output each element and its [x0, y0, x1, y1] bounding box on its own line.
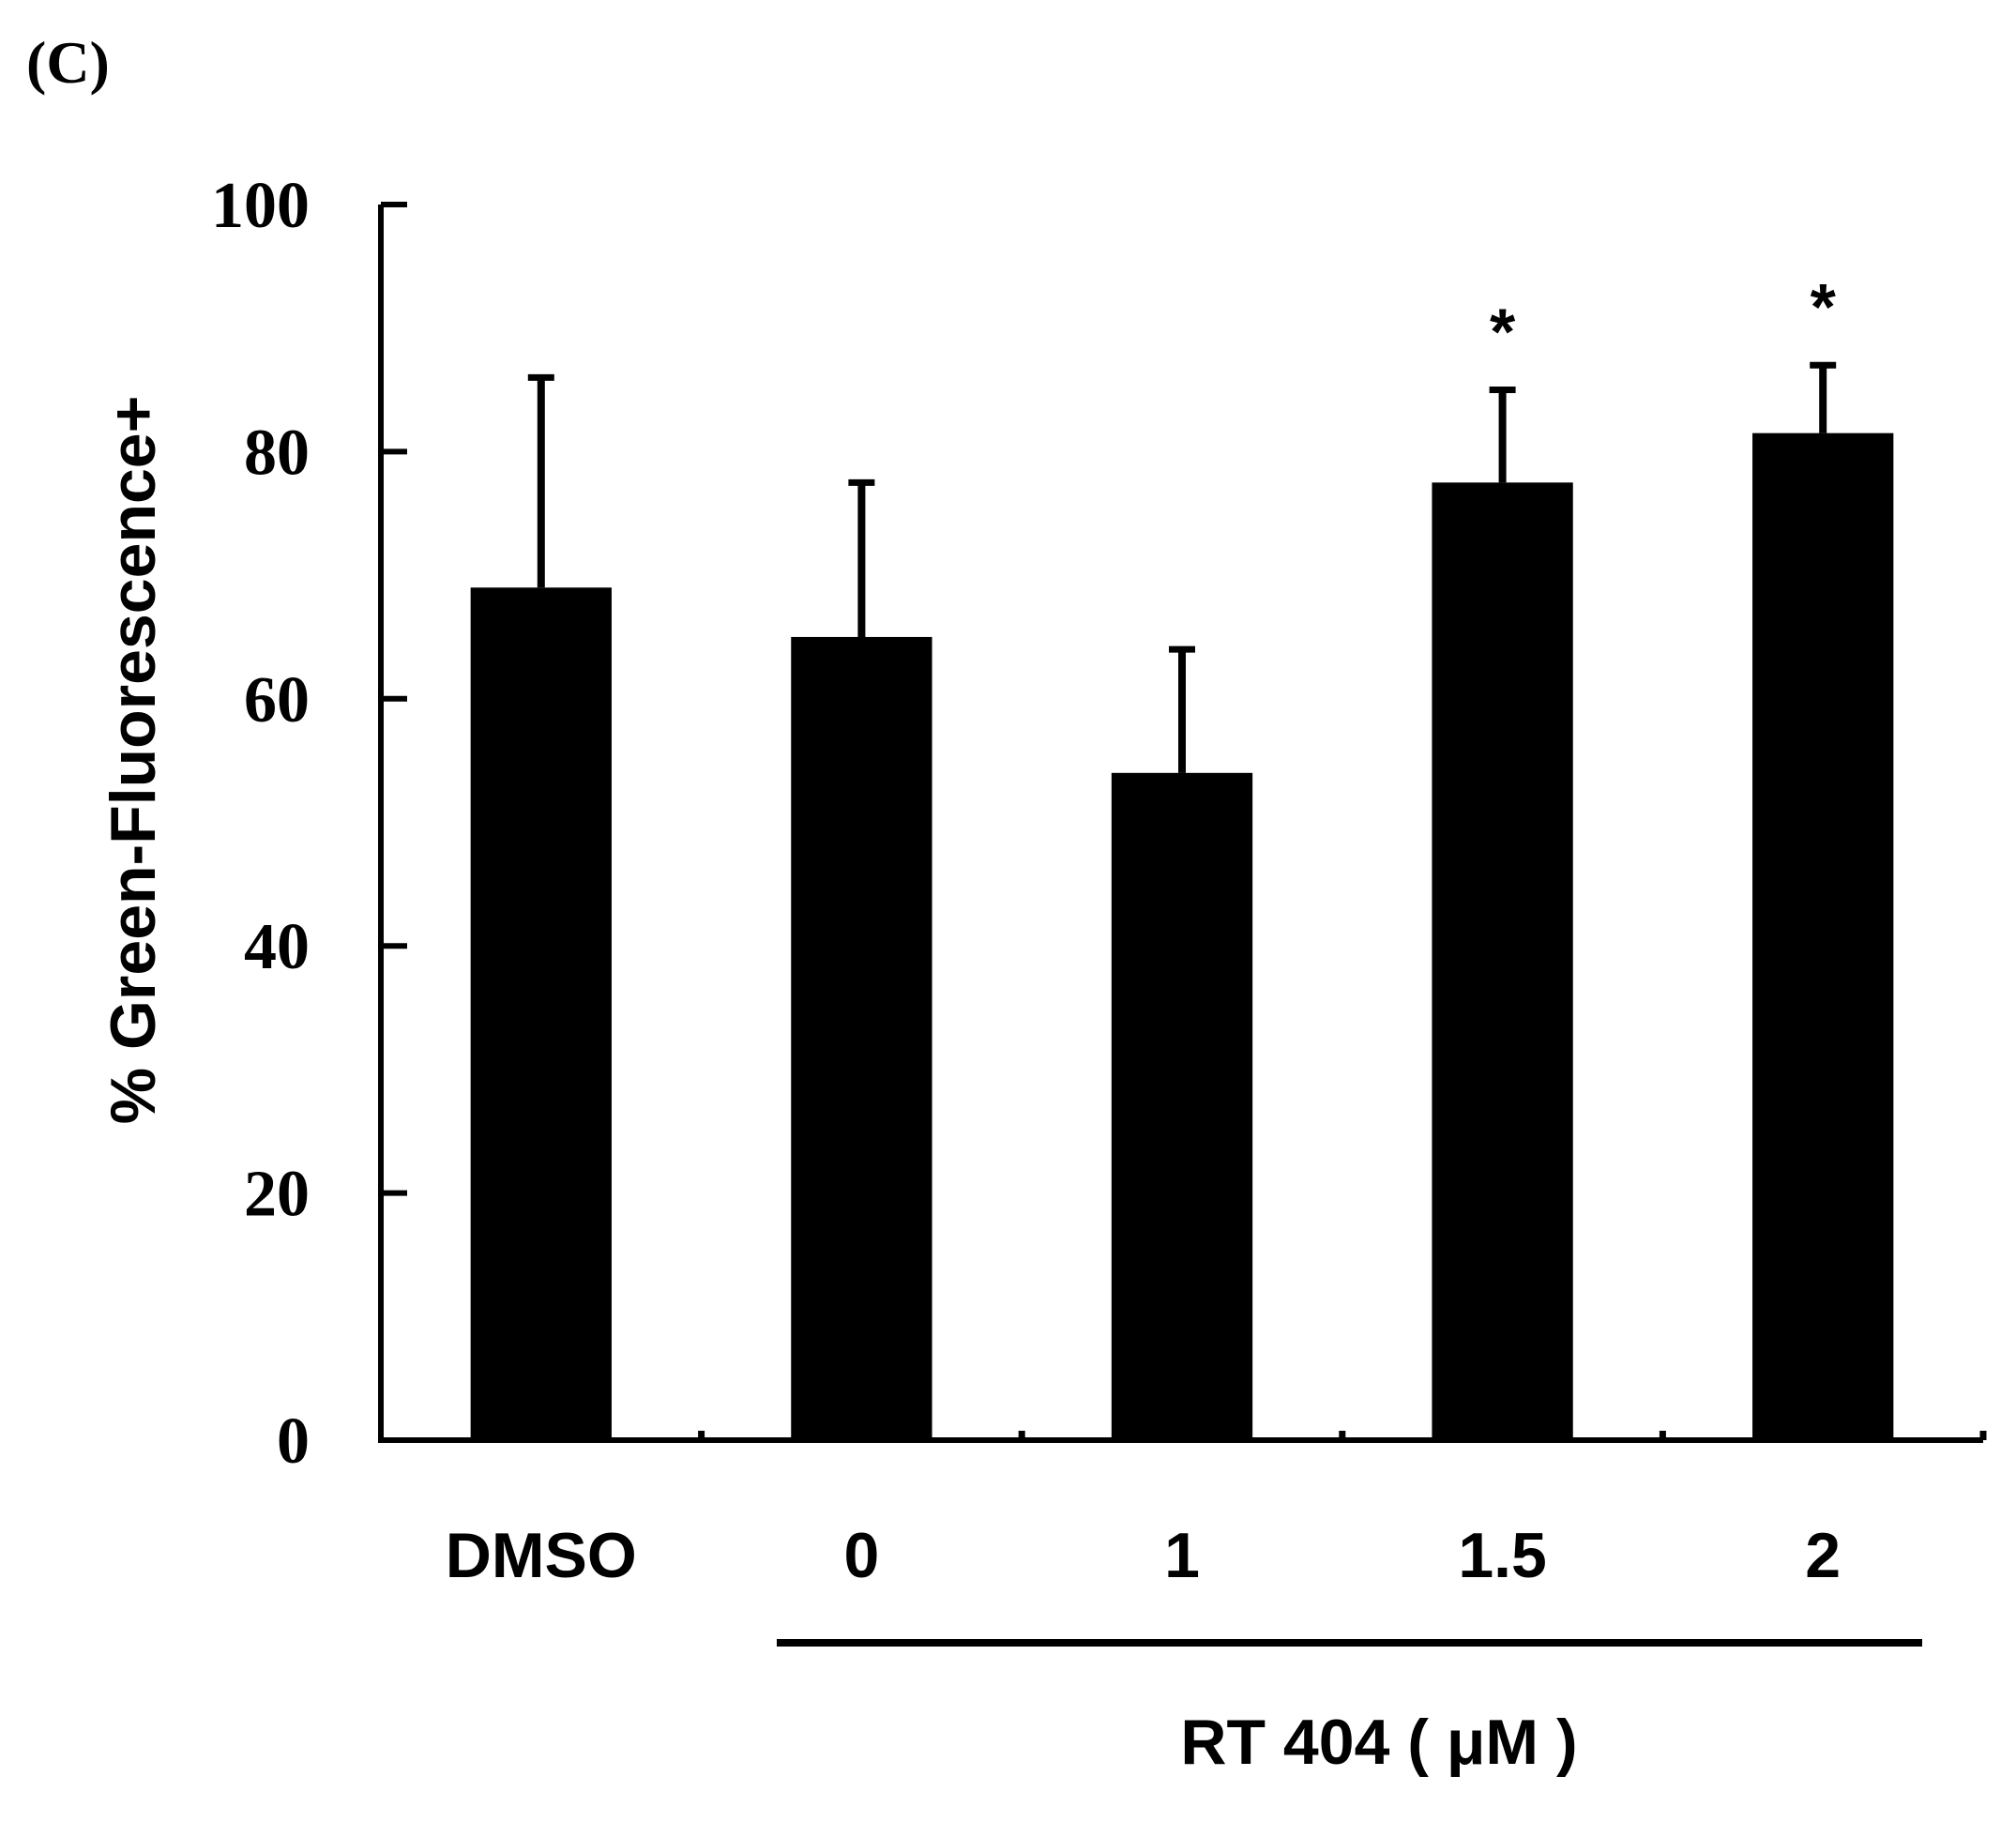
y-tick-label: 0 [277, 1405, 310, 1478]
x-category-label: 1 [1164, 1520, 1200, 1591]
x-category-label: 2 [1805, 1520, 1841, 1591]
panel-label: (C) [26, 29, 110, 96]
x-category-label: 1.5 [1458, 1520, 1547, 1591]
y-axis-ticks: 0 20 40 60 80 100 [211, 170, 407, 1478]
x-axis-labels: DMSO 0 1 1.5 2 [446, 1520, 1841, 1591]
y-tick-label: 20 [244, 1159, 310, 1231]
x-axis-title: RT 404 ( μM ) [1180, 1707, 1577, 1778]
y-tick-label: 80 [244, 417, 310, 489]
y-axis-title: % Green-Fluorescence+ [98, 396, 169, 1125]
x-category-label: 0 [843, 1520, 879, 1591]
bar [1111, 772, 1253, 1440]
bar [1432, 482, 1573, 1440]
bar [1752, 433, 1894, 1440]
y-tick-label: 40 [244, 911, 310, 983]
significance-marker: * [1811, 270, 1837, 343]
y-tick-label: 100 [211, 170, 310, 242]
bar [470, 587, 612, 1440]
significance-marker: * [1490, 296, 1516, 369]
bars-group: * * [470, 270, 1894, 1440]
x-axis-ticks [698, 1431, 1987, 1440]
bar [791, 636, 932, 1440]
x-category-label: DMSO [446, 1520, 637, 1591]
y-tick-label: 60 [244, 664, 310, 736]
